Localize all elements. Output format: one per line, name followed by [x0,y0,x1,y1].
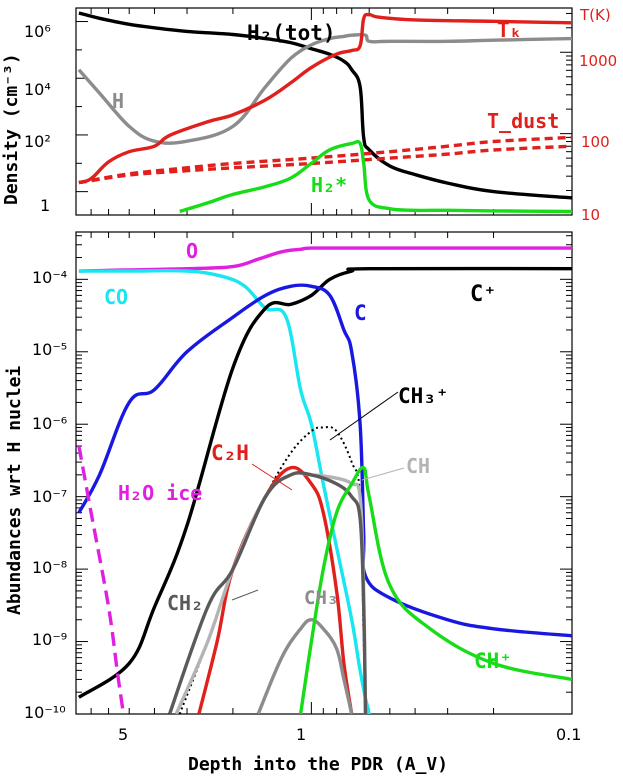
label-h2-star: H₂* [311,173,347,197]
series-line-4 [178,426,367,714]
label-c: C [354,301,367,325]
top-y2tick-label: 100 [581,133,610,151]
bottom-panel-ticks [75,232,573,715]
series-line-1 [78,268,371,714]
label-ch2: CH₂ [167,591,203,615]
label-ch3: CH₃ [304,587,338,609]
label-co: CO [104,285,128,309]
label-o: O [186,239,198,263]
xtick-label: 5 [118,725,128,744]
top-panel-frame [75,7,573,216]
top-ytick-label: 10⁶ [24,22,51,41]
bottom-panel-frame [75,231,573,715]
label-h: H [112,89,124,113]
top-y-axis-title: Density (cm⁻³) [1,53,22,205]
label-ch3-plus: CH₃⁺ [398,384,449,408]
top-panel-ticks [75,8,573,216]
label-tdust: T_dust [487,109,559,133]
leader-ch [361,467,405,481]
top-ytick-label: 1 [40,196,50,215]
bottom-panel-curves [77,246,572,714]
series-line-5 [179,139,572,214]
label-tk: Tₖ [497,18,522,42]
bottom-ytick-label: 10⁻⁸ [32,558,67,577]
top-ytick-label: 10⁴ [24,80,51,99]
bottom-ytick-label: 10⁻⁷ [32,487,67,506]
leader-ch2 [231,589,259,601]
series-line-0 [78,246,572,273]
series-line-10 [77,445,126,714]
series-line-2 [78,12,572,185]
bottom-ytick-label: 10⁻¹⁰ [24,703,66,722]
label-c-plus: C⁺ [470,282,497,307]
label-ch: CH [406,454,430,478]
series-line-3 [77,283,572,638]
label-ch-plus: CH⁺ [474,649,512,673]
series-line-9 [298,465,572,714]
x-axis-title: Depth into the PDR (A_V) [188,754,448,775]
series-line-5 [197,465,354,714]
series-line-4 [78,144,572,185]
series-line-8 [256,618,354,714]
xtick-label: 0.1 [556,725,581,744]
bottom-y-axis-title: Abundances wrt H nuclei [4,366,25,615]
bottom-ytick-label: 10⁻⁵ [32,340,67,359]
leader-c2h [251,463,293,491]
label-h2o-ice: H₂O ice [118,481,202,505]
series-line-0 [78,11,572,200]
series-line-2 [77,266,572,699]
top-y2-axis-title: T(K) [579,6,611,24]
series-line-1 [77,32,572,145]
top-ytick-label: 10² [24,132,51,151]
leader-ch3-plus [329,391,399,441]
top-y2tick-label: 1000 [579,52,617,70]
series-line-7 [167,470,368,714]
bottom-ytick-label: 10⁻⁶ [32,414,67,433]
label-c2h: C₂H [211,441,249,465]
top-panel-curves [77,11,572,214]
top-y2tick-label: 10 [581,206,600,224]
bottom-ytick-label: 10⁻⁴ [32,268,67,287]
xtick-label: 1 [296,725,306,744]
bottom-ytick-label: 10⁻⁹ [32,630,67,649]
series-line-3 [78,135,572,185]
label-h2-tot: H₂(tot) [247,21,336,45]
